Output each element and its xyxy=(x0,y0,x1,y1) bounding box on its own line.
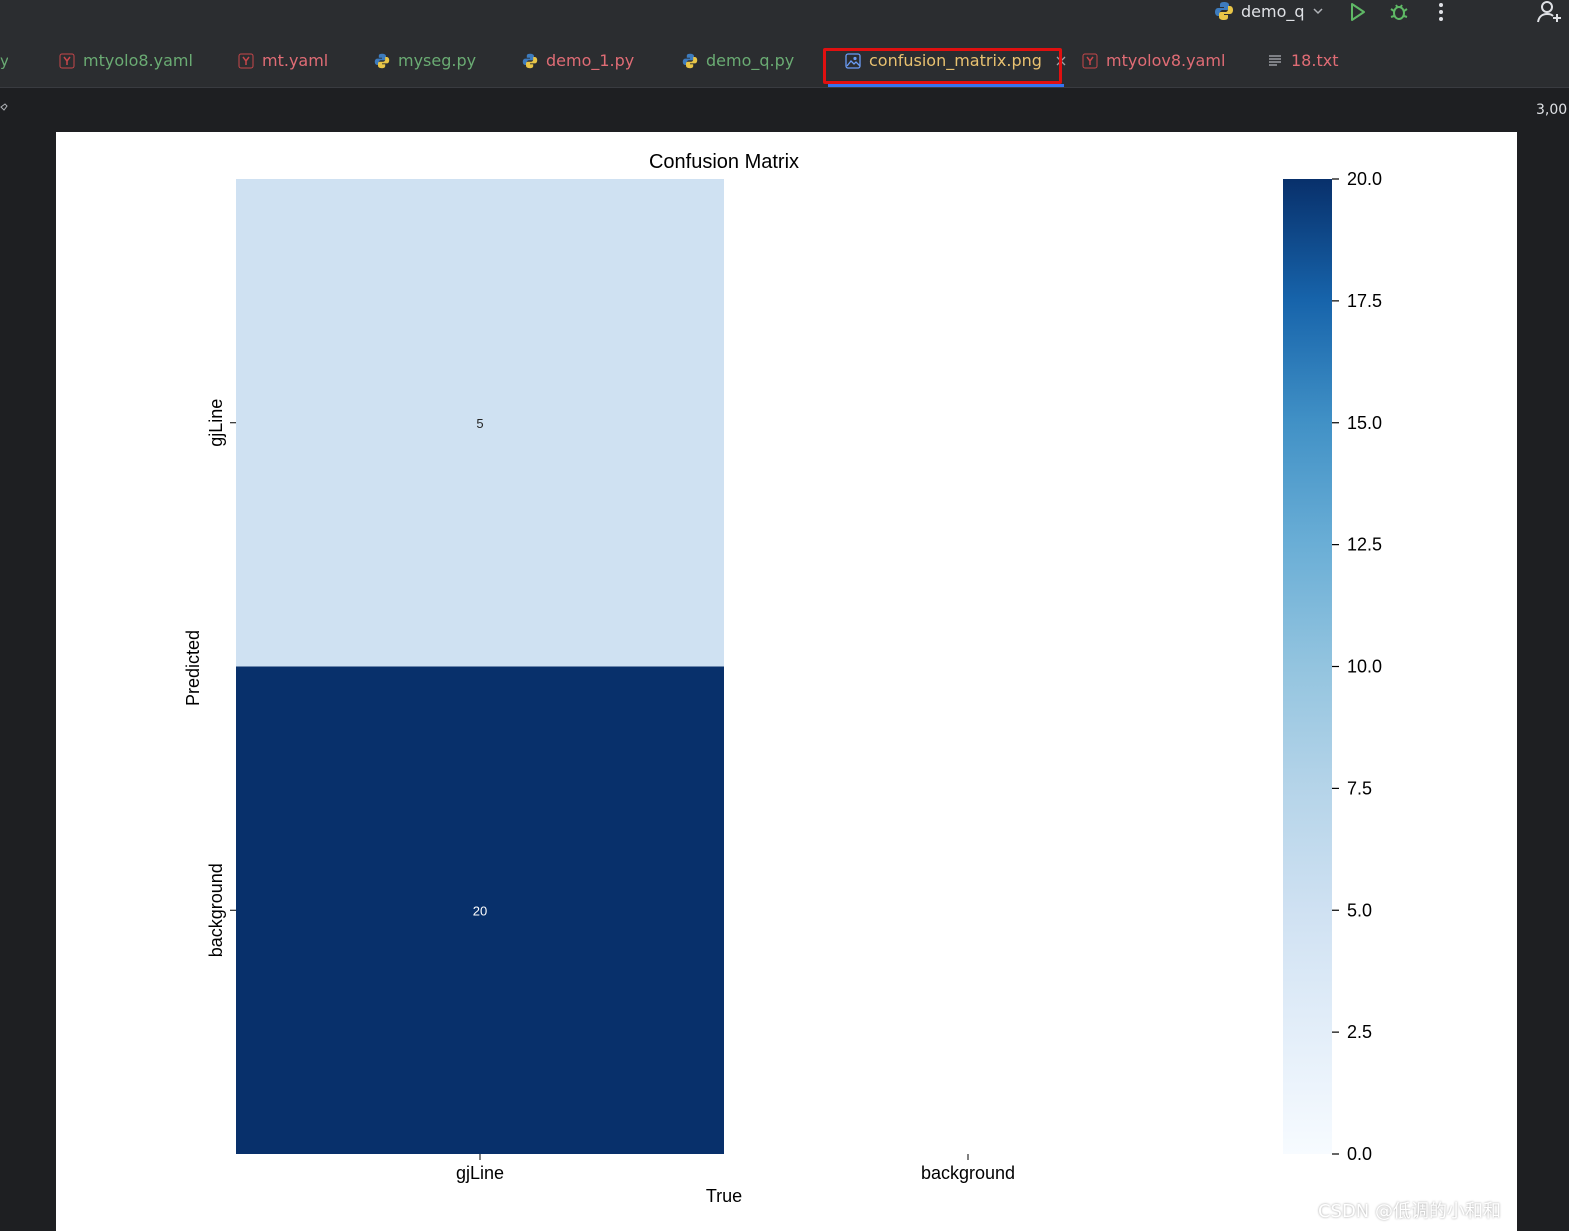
colorbar-ticks: 0.0 2.5 5.0 7.5 10.0 12.5 15.0 17.5 20.0 xyxy=(1332,169,1382,1164)
tab-confusion-matrix-png[interactable]: confusion_matrix.png xyxy=(845,34,1066,87)
cell-annotations: 5 20 xyxy=(473,416,487,919)
tab-overflow-fragment[interactable]: y xyxy=(0,52,8,70)
run-config-label: demo_q xyxy=(1241,1,1305,21)
cell-value-label: 5 xyxy=(476,416,483,431)
tab-demo-1-py[interactable]: demo_1.py xyxy=(522,34,634,87)
yaml-icon xyxy=(59,53,75,69)
tab-label: demo_1.py xyxy=(546,51,635,70)
colorbar-tick-label: 20.0 xyxy=(1347,169,1382,189)
watermark: CSDN @低调的小和和 xyxy=(1317,1201,1501,1222)
heatmap-cell xyxy=(236,666,724,1154)
tab-mtyolov8-yaml[interactable]: mtyolov8.yaml xyxy=(1082,34,1225,87)
colorbar-tick-label: 5.0 xyxy=(1347,900,1372,920)
colorbar-tick-label: 2.5 xyxy=(1347,1022,1372,1042)
python-icon xyxy=(682,53,698,69)
heatmap-cell xyxy=(236,179,724,667)
tab-mt-yaml[interactable]: mt.yaml xyxy=(238,34,328,87)
more-vertical-icon xyxy=(1439,3,1443,21)
run-button[interactable] xyxy=(1344,0,1370,25)
tab-label: mtyolo8.yaml xyxy=(83,51,193,70)
tab-myseg-py[interactable]: myseg.py xyxy=(374,34,476,87)
debug-button[interactable] xyxy=(1386,0,1412,25)
chevron-down-icon xyxy=(1313,8,1323,15)
y-axis-label: Predicted xyxy=(183,630,203,706)
python-icon xyxy=(522,53,538,69)
tab-label: myseg.py xyxy=(398,51,477,70)
colorbar-tick-label: 10.0 xyxy=(1347,657,1382,677)
tab-label: confusion_matrix.png xyxy=(869,51,1042,70)
title-bar: demo_q xyxy=(0,0,1569,34)
active-tab-highlight xyxy=(823,48,1062,84)
add-user-button[interactable] xyxy=(1537,0,1563,25)
tab-label: demo_q.py xyxy=(706,51,795,70)
text-file-icon xyxy=(1267,53,1283,69)
x-tick-label: background xyxy=(921,1163,1015,1183)
colorbar-tick-label: 15.0 xyxy=(1347,413,1382,433)
image-viewer-canvas: Confusion Matrix 5 20 gjLine background gj… xyxy=(56,132,1517,1231)
tab-label: 18.txt xyxy=(1291,51,1339,70)
active-tab-underline xyxy=(828,84,1064,87)
heatmap-cells xyxy=(236,179,724,1154)
pin-icon[interactable] xyxy=(0,100,8,119)
colorbar xyxy=(1283,179,1332,1154)
tab-mtyolo8-yaml[interactable]: mtyolo8.yaml xyxy=(59,34,193,87)
y-axis-ticks: gjLine background xyxy=(206,399,236,957)
confusion-matrix-chart: Confusion Matrix 5 20 gjLine background gj… xyxy=(183,151,1382,1206)
editor-tab-bar: y mtyolo8.yaml mt.yaml myseg.py demo_1.p… xyxy=(0,34,1569,88)
python-icon xyxy=(1215,2,1233,20)
y-tick-label: gjLine xyxy=(206,399,226,447)
more-actions-button[interactable] xyxy=(1428,0,1454,25)
colorbar-tick-label: 17.5 xyxy=(1347,291,1382,311)
tab-label: mtyolov8.yaml xyxy=(1106,51,1226,70)
x-axis-ticks: gjLine background xyxy=(456,1154,1015,1183)
python-icon xyxy=(374,53,390,69)
x-axis-label: True xyxy=(706,1186,742,1206)
colorbar-tick-label: 0.0 xyxy=(1347,1144,1372,1164)
run-icon xyxy=(1351,3,1365,21)
add-user-icon xyxy=(1537,1,1561,23)
tab-label: mt.yaml xyxy=(262,51,329,70)
colorbar-tick-label: 7.5 xyxy=(1347,778,1372,798)
bug-icon xyxy=(1390,4,1408,20)
colorbar-tick-label: 12.5 xyxy=(1347,535,1382,555)
run-config-selector[interactable]: demo_q xyxy=(1214,0,1324,22)
chart-title: Confusion Matrix xyxy=(649,151,799,173)
x-tick-label: gjLine xyxy=(456,1163,504,1183)
image-icon xyxy=(845,52,861,69)
tab-18-txt[interactable]: 18.txt xyxy=(1267,34,1338,87)
cell-value-label: 20 xyxy=(473,903,487,918)
image-size-info: 3,00 xyxy=(1536,102,1568,118)
yaml-icon xyxy=(238,53,254,69)
tab-demo-q-py[interactable]: demo_q.py xyxy=(682,34,794,87)
y-tick-label: background xyxy=(206,863,226,957)
yaml-icon xyxy=(1082,53,1098,69)
